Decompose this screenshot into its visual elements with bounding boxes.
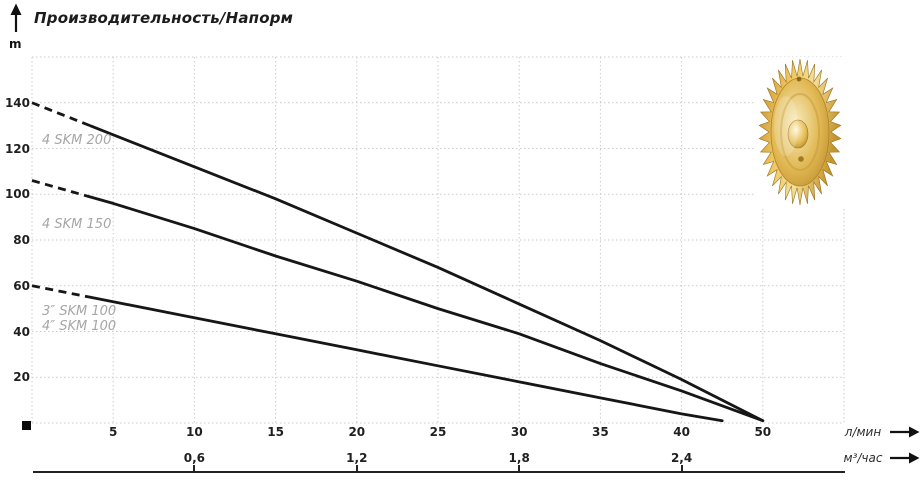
- y-axis-unit-label: m: [9, 37, 22, 51]
- x-axis-arrow-lmin-icon: [890, 426, 920, 438]
- x2-tick-label: 0,6: [183, 451, 206, 465]
- x-tick-label: 20: [348, 425, 366, 439]
- curve-solid-2: [89, 295, 724, 423]
- impeller-image: [755, 57, 845, 207]
- impeller-part: [796, 76, 802, 82]
- series-label: 4 SKM 200: [42, 133, 112, 148]
- curve-dashed-0: [31, 101, 91, 128]
- x-tick-label: 5: [109, 425, 118, 439]
- x-axis-arrow-m3h-icon: [890, 452, 920, 464]
- x-axis-unit-m3h: м³/час: [843, 451, 883, 465]
- x2-tick-label: 2,4: [670, 451, 693, 465]
- origin-marker: [22, 421, 31, 430]
- chart-title: Производительность/Напорм: [34, 9, 294, 27]
- x2-tick-mark: [518, 465, 521, 472]
- y-axis-arrow-icon: [10, 3, 22, 32]
- y-tick-label: 140: [4, 95, 30, 110]
- x2-tick-label: 1,8: [508, 451, 530, 465]
- impeller-part: [787, 119, 809, 149]
- x-tick-label: 10: [186, 425, 203, 439]
- x-tick-label: 40: [673, 425, 690, 439]
- y-tick-label: 80: [13, 233, 30, 247]
- curve-solid-1: [89, 195, 765, 423]
- impeller-part: [774, 96, 798, 156]
- x-axis-unit-lmin: л/мин: [844, 425, 882, 439]
- x2-tick-label: 1,2: [346, 451, 368, 465]
- x-tick-label: 15: [267, 425, 284, 439]
- y-tick-label: 100: [4, 187, 30, 202]
- curve-dashed-2: [31, 284, 91, 299]
- y-tick-label: 60: [13, 278, 30, 293]
- y-tick-label: 40: [13, 324, 30, 339]
- y-tick-label: 20: [13, 370, 30, 385]
- impeller-part: [780, 93, 820, 171]
- secondary-axis-line: [33, 471, 845, 473]
- x-tick-label: 30: [510, 425, 528, 439]
- series-label: 3″ SKM 100 4″ SKM 100: [42, 304, 117, 334]
- x-tick-label: 50: [754, 425, 772, 439]
- impeller-part: [798, 156, 804, 162]
- curve-solid-0: [89, 124, 765, 423]
- series-label: 4 SKM 150: [42, 217, 112, 232]
- y-tick-label: 120: [4, 141, 30, 156]
- x2-tick-mark: [355, 465, 358, 472]
- x2-tick-mark: [193, 465, 196, 472]
- x2-tick-mark: [680, 465, 683, 472]
- x-tick-label: 25: [429, 425, 447, 439]
- curve-dashed-1: [31, 179, 91, 199]
- x-tick-label: 35: [592, 425, 609, 439]
